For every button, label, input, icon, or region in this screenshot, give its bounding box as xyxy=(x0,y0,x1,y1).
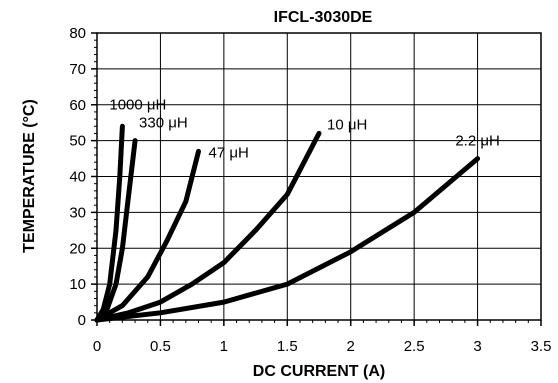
series-line-2 xyxy=(94,148,201,323)
series-line-1 xyxy=(94,138,138,323)
series-label-4: 2.2 μH xyxy=(455,133,500,150)
x-tick-label: 1.5 xyxy=(277,338,298,355)
x-tick-label: 0 xyxy=(93,338,101,355)
x-tick-label: 1 xyxy=(220,338,228,355)
y-tick-label: 20 xyxy=(69,240,86,257)
x-tick-label: 0.5 xyxy=(150,338,171,355)
x-tick-label: 2 xyxy=(347,338,355,355)
series-label-3: 10 μH xyxy=(327,116,367,133)
x-axis-ticks xyxy=(96,320,542,326)
x-axis-tick-labels: 0 0.5 1 1.5 2 2.5 3 3.5 xyxy=(93,338,552,355)
y-tick-label: 0 xyxy=(78,312,86,329)
series-line-3 xyxy=(94,130,322,323)
y-tick-label: 50 xyxy=(69,133,86,150)
y-axis-title: TEMPERATURE (°C) xyxy=(21,99,38,253)
series-label-2: 47 μH xyxy=(208,144,248,161)
y-tick-label: 30 xyxy=(69,204,86,221)
x-tick-label: 3.5 xyxy=(531,338,552,355)
series-label-0: 1000 μH xyxy=(109,96,166,113)
series-lines xyxy=(94,123,481,323)
x-tick-label: 3 xyxy=(473,338,481,355)
y-axis-ticks xyxy=(91,32,97,321)
x-tick-label: 2.5 xyxy=(404,338,425,355)
y-tick-label: 80 xyxy=(69,25,86,42)
y-tick-label: 10 xyxy=(69,276,86,293)
y-tick-label: 70 xyxy=(69,61,86,78)
series-label-1: 330 μH xyxy=(139,115,188,132)
series-line-4 xyxy=(94,156,481,323)
chart-title: IFCL-3030DE xyxy=(274,9,373,26)
y-tick-label: 60 xyxy=(69,97,86,114)
grid xyxy=(97,33,541,320)
y-tick-label: 40 xyxy=(69,169,86,186)
x-axis-title: DC CURRENT (A) xyxy=(253,363,385,380)
series-line-0 xyxy=(94,123,125,323)
y-axis-tick-labels: 0 10 20 30 40 50 60 70 80 xyxy=(69,25,86,329)
series-labels: 1000 μH 330 μH 47 μH 10 μH 2.2 μH xyxy=(109,96,499,161)
